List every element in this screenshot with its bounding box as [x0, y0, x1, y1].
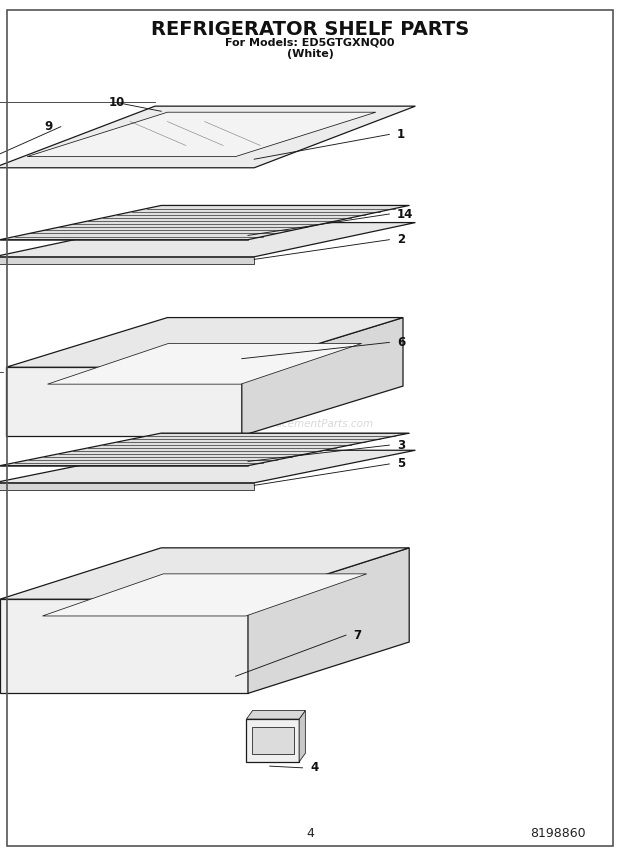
Text: 7: 7 — [353, 628, 361, 642]
Text: 4: 4 — [306, 827, 314, 841]
Polygon shape — [0, 450, 415, 483]
Bar — [252, 727, 294, 754]
Polygon shape — [299, 710, 306, 762]
Polygon shape — [242, 318, 403, 436]
Text: 3: 3 — [397, 438, 405, 452]
Polygon shape — [0, 548, 409, 599]
Text: 2: 2 — [397, 233, 405, 247]
Text: (White): (White) — [286, 49, 334, 59]
Text: eReplacementParts.com: eReplacementParts.com — [246, 419, 374, 429]
Polygon shape — [248, 548, 409, 693]
Polygon shape — [247, 710, 306, 719]
Polygon shape — [0, 433, 409, 466]
Polygon shape — [0, 205, 409, 240]
Text: For Models: ED5GTGXNQ00: For Models: ED5GTGXNQ00 — [225, 38, 395, 48]
Text: 6: 6 — [397, 336, 405, 349]
Text: 4: 4 — [310, 761, 318, 775]
Text: REFRIGERATOR SHELF PARTS: REFRIGERATOR SHELF PARTS — [151, 20, 469, 39]
Text: 14: 14 — [397, 207, 413, 221]
Polygon shape — [27, 112, 376, 157]
Text: 10: 10 — [108, 96, 125, 110]
Text: 9: 9 — [45, 120, 53, 134]
Bar — [247, 719, 299, 762]
Polygon shape — [48, 343, 361, 384]
Polygon shape — [6, 367, 242, 436]
Polygon shape — [0, 483, 254, 490]
Polygon shape — [42, 574, 367, 616]
Text: 8198860: 8198860 — [530, 827, 586, 841]
Text: 1: 1 — [397, 128, 405, 141]
Polygon shape — [0, 599, 248, 693]
Polygon shape — [6, 318, 403, 367]
Polygon shape — [0, 257, 254, 264]
Polygon shape — [0, 106, 415, 168]
Polygon shape — [0, 223, 415, 257]
Text: 5: 5 — [397, 457, 405, 471]
